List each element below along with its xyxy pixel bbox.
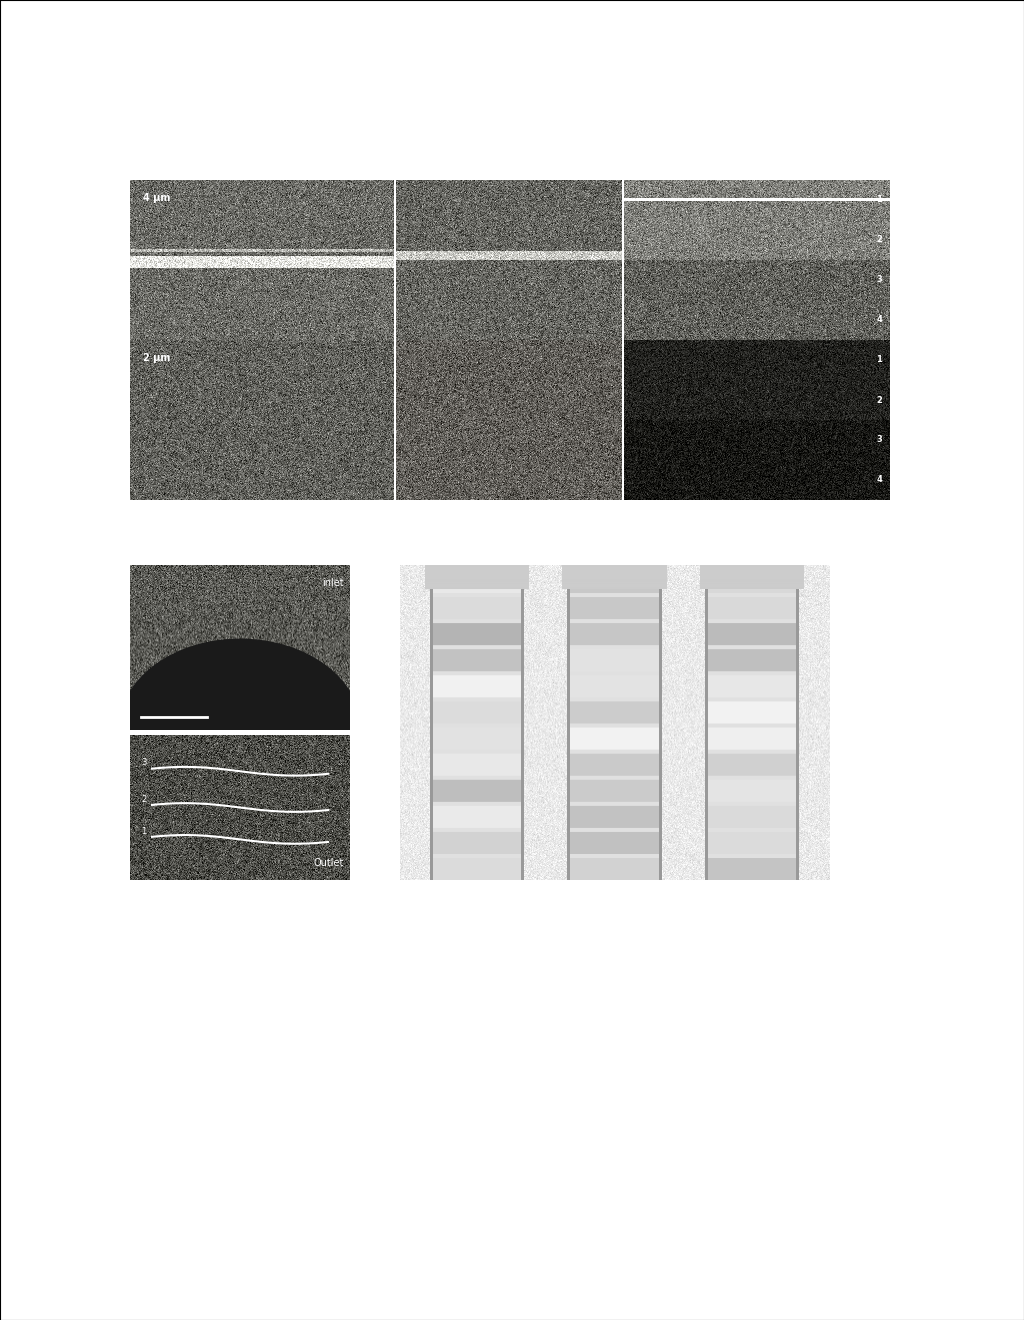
Text: 1: 1 [877, 195, 882, 205]
Text: 1: 1 [611, 900, 618, 913]
Text: Patent Application Publication: Patent Application Publication [75, 29, 291, 41]
Text: 4 μm: 4 μm [143, 205, 171, 214]
Text: 2: 2 [877, 396, 882, 404]
Text: 2 μm: 2 μm [143, 352, 171, 363]
Text: 1: 1 [141, 826, 146, 836]
Text: 2: 2 [877, 235, 882, 244]
Text: Outlet: Outlet [313, 858, 343, 869]
Text: 2-3: 2-3 [742, 900, 763, 913]
Text: 3: 3 [141, 759, 146, 767]
Text: Nov. 6, 2014   Sheet 24 of 47: Nov. 6, 2014 Sheet 24 of 47 [430, 29, 632, 41]
Text: inlet: inlet [322, 578, 343, 589]
Text: 2: 2 [141, 795, 146, 804]
Text: 1: 1 [877, 355, 882, 364]
Text: 4 μm: 4 μm [143, 193, 171, 203]
Text: 3: 3 [877, 276, 882, 285]
Text: 3: 3 [877, 436, 882, 445]
Text: 4: 4 [877, 315, 882, 325]
Text: FIG.  23A: FIG. 23A [452, 144, 572, 166]
Text: US 2014/0326339 A1: US 2014/0326339 A1 [720, 29, 867, 41]
Text: 4: 4 [877, 475, 882, 484]
Wedge shape [119, 639, 361, 730]
Text: INLET: INLET [457, 900, 499, 913]
Text: FIG.  23B: FIG. 23B [452, 508, 572, 532]
